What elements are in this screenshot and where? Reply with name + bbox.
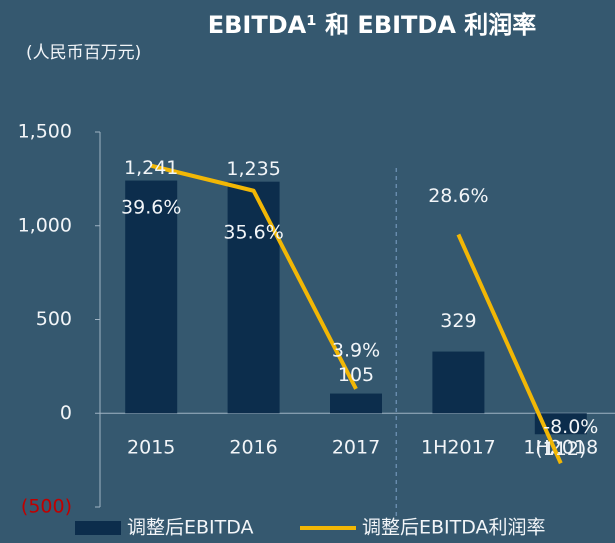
y-tick-label: (500) xyxy=(21,496,72,518)
y-tick-label: 1,500 xyxy=(18,121,72,143)
data-label: -8.0% xyxy=(543,416,598,438)
x-tick-label: 2016 xyxy=(229,437,277,459)
y-tick-label: 500 xyxy=(36,308,72,330)
chart-title: EBITDA¹ 和 EBITDA 利润率 xyxy=(208,11,537,39)
legend-label: 调整后EBITDA xyxy=(127,517,254,539)
data-label: (112) xyxy=(535,438,586,460)
data-label: 35.6% xyxy=(223,221,283,243)
chart-subtitle: (人民币百万元) xyxy=(26,43,141,63)
x-tick-label: 1H2017 xyxy=(421,437,496,459)
legend-swatch xyxy=(75,521,121,535)
x-tick-label: 2017 xyxy=(332,437,380,459)
bar xyxy=(432,351,485,414)
data-label: 105 xyxy=(338,364,374,386)
data-label: 329 xyxy=(440,310,476,332)
line xyxy=(456,233,563,465)
data-label: 39.6% xyxy=(121,196,181,218)
x-tick-label: 1H2018 xyxy=(523,437,598,459)
y-tick-label: 1,000 xyxy=(18,214,72,236)
data-label: 3.9% xyxy=(332,339,380,361)
bar xyxy=(330,393,382,414)
y-tick-label: 0 xyxy=(60,402,72,424)
bar xyxy=(227,181,280,414)
legend-label: 调整后EBITDA利润率 xyxy=(362,517,546,539)
data-label: 28.6% xyxy=(428,185,488,207)
x-tick-label: 2015 xyxy=(127,437,175,459)
line xyxy=(150,163,358,390)
bar xyxy=(125,180,178,414)
data-label: 1,235 xyxy=(226,158,280,180)
bar xyxy=(534,413,587,435)
data-label: 1,241 xyxy=(124,157,178,179)
